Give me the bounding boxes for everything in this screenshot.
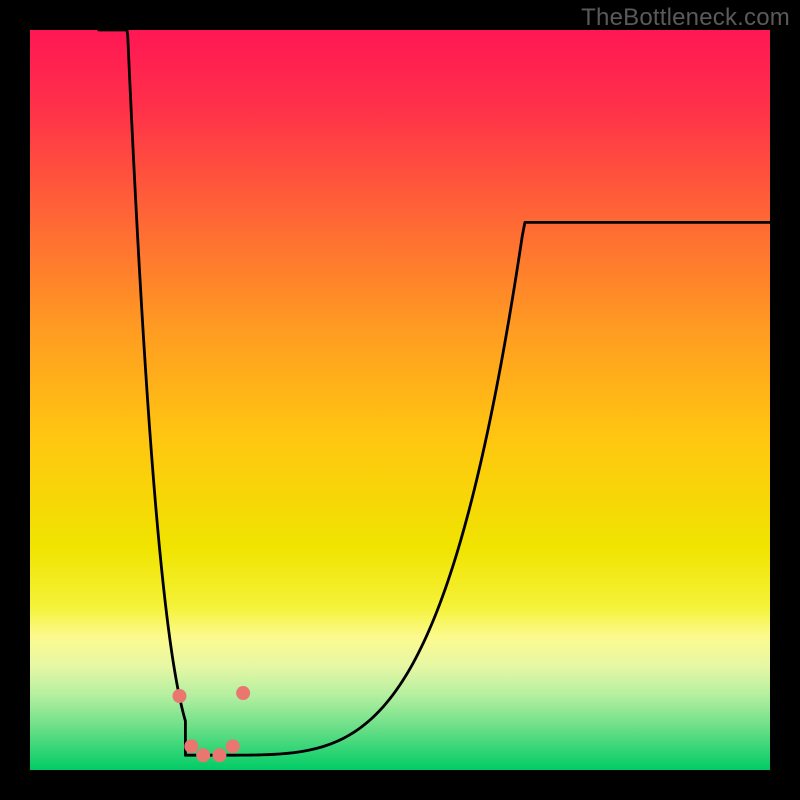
data-marker — [196, 748, 210, 762]
chart-container: TheBottleneck.com — [0, 0, 800, 800]
data-marker — [212, 748, 226, 762]
data-marker — [236, 686, 250, 700]
data-marker — [172, 689, 186, 703]
plot-area — [30, 30, 770, 770]
watermark-text: TheBottleneck.com — [581, 4, 790, 32]
data-marker — [184, 739, 198, 753]
chart-svg — [0, 0, 800, 800]
data-marker — [226, 739, 240, 753]
